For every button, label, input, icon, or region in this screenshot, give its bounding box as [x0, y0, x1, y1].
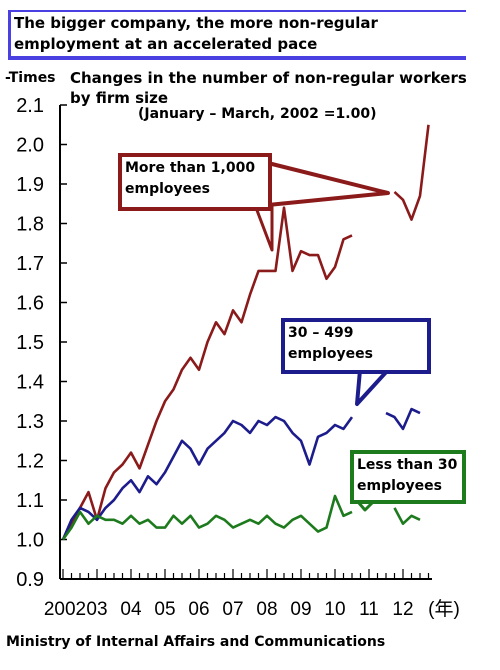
x-tick-label: 10 [324, 599, 345, 620]
x-tick-label: 05 [154, 599, 175, 620]
y-tick-label: 1.7 [16, 253, 44, 275]
y-tick-label: 1.4 [16, 372, 44, 394]
y-tick-label: 1.2 [16, 451, 44, 473]
y-tick-label: 1.1 [16, 490, 44, 512]
y-tick-label: 1.0 [16, 530, 44, 552]
series-line-mid-firms [385, 407, 421, 431]
series-lines [61, 124, 430, 541]
series-line-small-firms [393, 507, 421, 526]
x-tick-label: 04 [120, 599, 142, 620]
x-tick-label: 2002 [44, 599, 86, 620]
chart-subtitle: Changes in the number of non-regular wor… [70, 68, 480, 108]
series-line-small-firms [61, 494, 353, 541]
series-line-large-firms [61, 206, 353, 541]
y-tick-label: 1.3 [16, 411, 44, 433]
x-tick-label: 07 [222, 599, 243, 620]
y-tick-label: 0.9 [16, 569, 44, 591]
x-tick-label: 12 [392, 599, 413, 620]
source-note: Ministry of Internal Affairs and Communi… [6, 634, 386, 650]
axes: 0.9 1.0 1.1 1.2 1.3 1.4 1.5 1.6 1.7 1.8 1.9 2.0 2.1 2… [16, 95, 460, 620]
callout-large-firms: More than 1,000 employees [118, 153, 272, 211]
y-unit-label: -Times [5, 70, 56, 86]
x-tick-label: 06 [188, 599, 209, 620]
x-unit-label: (年) [428, 598, 460, 620]
x-tick-label: 08 [256, 599, 277, 620]
chart-title: The bigger company, the more non-regular… [11, 12, 469, 56]
pointer-mid-firms [355, 368, 390, 406]
x-tick-label: 09 [290, 599, 311, 620]
y-tick-label: 2.1 [16, 95, 44, 117]
x-tick-label: 11 [359, 599, 379, 620]
series-line-mid-firms [61, 415, 354, 541]
chart-subnote: (January – March, 2002 =1.00) [138, 106, 377, 122]
y-tick-label: 1.6 [16, 293, 44, 315]
pointer-large-firms [266, 161, 390, 207]
y-tick-label: 1.9 [16, 174, 44, 196]
y-tick-label: 1.5 [16, 332, 44, 354]
callout-small-firms: Less than 30 employees [350, 450, 466, 504]
series-line-large-firms [393, 124, 430, 221]
y-tick-label: 1.8 [16, 214, 44, 236]
callout-mid-firms: 30 – 499 employees [281, 318, 431, 374]
pointer-large-firms-tail [253, 203, 274, 252]
x-tick-label: 03 [86, 599, 107, 620]
y-tick-label: 2.0 [16, 135, 44, 157]
